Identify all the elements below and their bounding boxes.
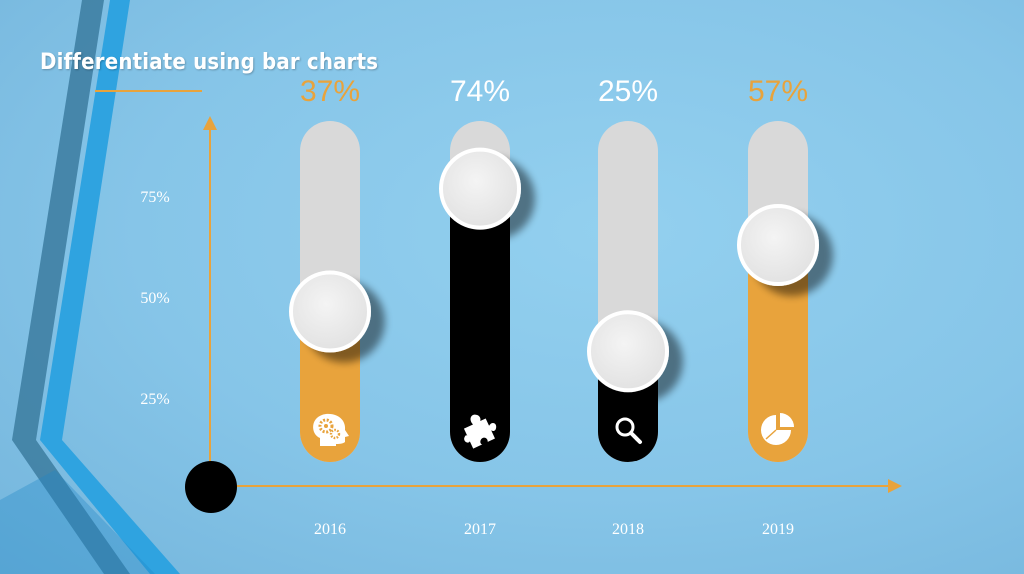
bar-value-label: 37% — [300, 75, 360, 108]
category-label: 2017 — [464, 521, 496, 538]
y-tick-label: 75% — [140, 189, 169, 206]
bar-2018: 25% 2018 — [587, 75, 669, 538]
bar-fill — [748, 245, 808, 462]
stripe-dark — [12, 0, 130, 574]
bar-knob — [439, 147, 521, 230]
bar-value-label: 74% — [450, 75, 510, 108]
bars-group: 37% 2016 74% 2017 25% 2018 57% 2019 — [289, 75, 819, 538]
bar-2016: 37% 2016 — [289, 75, 371, 538]
bar-2019: 57% 2019 — [737, 75, 819, 538]
bar-2017: 74% 2017 — [439, 75, 521, 538]
y-tick-label: 50% — [140, 290, 169, 307]
y-axis-arrow — [203, 116, 217, 130]
stripe-light — [40, 0, 180, 574]
bar-value-label: 57% — [748, 75, 808, 108]
bar-fill — [450, 188, 510, 462]
bar-knob — [587, 310, 669, 393]
magnifier-icon — [615, 417, 642, 444]
x-axis-arrow — [888, 479, 902, 493]
bar-value-label: 25% — [598, 75, 658, 108]
stripe-shade — [0, 470, 155, 574]
category-label: 2016 — [314, 521, 346, 538]
title-underline — [95, 90, 202, 92]
bar-knob — [289, 270, 371, 353]
y-tick-label: 25% — [140, 391, 169, 408]
slide-title: Differentiate using bar charts — [40, 50, 379, 75]
head-gears-icon — [313, 413, 349, 446]
y-tick-labels: 25% 50% 75% — [140, 189, 169, 408]
bar-knob — [737, 204, 819, 287]
pie-chart-icon — [761, 413, 794, 445]
decorative-stripes — [0, 0, 180, 574]
puzzle-piece-icon — [463, 414, 497, 449]
axis-origin-dot — [185, 461, 237, 513]
category-label: 2018 — [612, 521, 644, 538]
category-label: 2019 — [762, 521, 794, 538]
axes — [185, 116, 902, 513]
